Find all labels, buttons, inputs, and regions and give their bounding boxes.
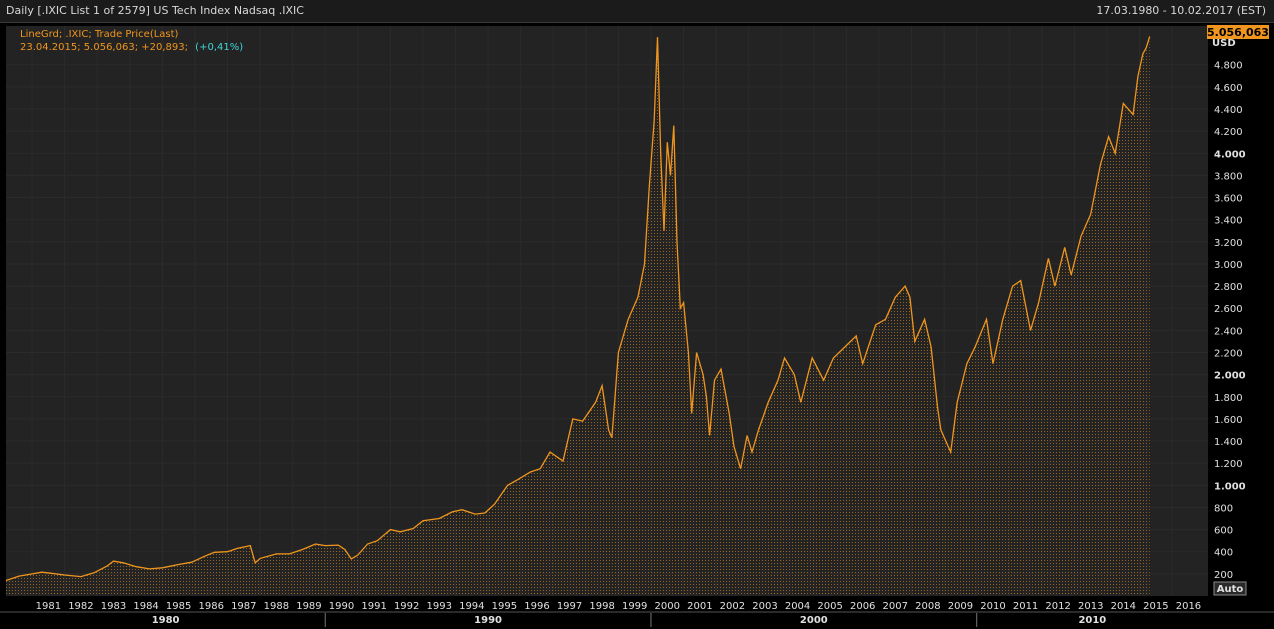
x-tick-label: 2003: [752, 601, 777, 612]
price-line-series: [5, 36, 1151, 582]
x-tick-label: 2000: [655, 601, 680, 612]
legend-percent-change: (+0,41%): [195, 42, 243, 53]
y-tick-label: 4.200: [1214, 127, 1243, 138]
x-tick-label: 1993: [427, 601, 452, 612]
y-tick-label: 3.400: [1214, 216, 1243, 227]
y-tick-label: 1.800: [1214, 393, 1243, 404]
last-price-label: 5.056,063: [1207, 26, 1269, 39]
y-tick-label: 1.000: [1214, 481, 1246, 492]
y-tick-label: 3.800: [1214, 171, 1243, 182]
x-tick-label: 1986: [198, 601, 223, 612]
y-tick-label: 3.000: [1214, 260, 1243, 271]
x-tick-label: 2010: [980, 601, 1005, 612]
x-tick-label: 1981: [36, 601, 61, 612]
x-tick-label: 1982: [68, 601, 93, 612]
decade-label: 2000: [800, 615, 828, 626]
x-tick-label: 1995: [492, 601, 517, 612]
auto-scale-button[interactable]: [1213, 581, 1247, 596]
x-tick-label: 2009: [948, 601, 973, 612]
x-tick-label: 2013: [1078, 601, 1103, 612]
x-tick-label: 1987: [231, 601, 256, 612]
y-tick-label: 1.600: [1214, 415, 1243, 426]
legend-values: 23.04.2015; 5.056,063; +20,893;: [20, 42, 188, 53]
x-tick-label: 2007: [883, 601, 908, 612]
y-tick-label: 2.600: [1214, 304, 1243, 315]
last-price-badge: [1207, 25, 1269, 39]
y-tick-label: 4.400: [1214, 105, 1243, 116]
y-tick-label: 4.800: [1214, 61, 1243, 72]
y-tick-label: 4.600: [1214, 83, 1243, 94]
legend-last-value: 23.04.2015; 5.056,063; +20,893; (+0,41%): [20, 42, 243, 53]
x-tick-label: 2001: [687, 601, 712, 612]
x-tick-label: 1984: [133, 601, 158, 612]
x-axis: 1981 1982 1983 1984 1985 1986 1987 1988 1989 1990…: [0, 601, 1274, 627]
x-tick-label: 2011: [1013, 601, 1038, 612]
x-tick-label: 2008: [915, 601, 940, 612]
currency-label: USD: [1212, 38, 1236, 49]
x-tick-label: 2016: [1176, 601, 1201, 612]
x-tick-label: 1992: [394, 601, 419, 612]
chart-plot[interactable]: 200 400 600 800 1.000 1.200 1.400 1.600 1.800 2.0…: [0, 23, 1274, 629]
x-tick-label: 1998: [589, 601, 614, 612]
y-tick-label: 3.200: [1214, 238, 1243, 249]
x-tick-label: 2006: [850, 601, 875, 612]
y-tick-label: 2.200: [1214, 349, 1243, 360]
x-tick-label: 1999: [622, 601, 647, 612]
x-tick-label: 1991: [361, 601, 386, 612]
y-axis: 200 400 600 800 1.000 1.200 1.400 1.600 1.800 2.0…: [1214, 61, 1246, 581]
y-tick-label: 1.400: [1214, 437, 1243, 448]
x-tick-label: 1989: [296, 601, 321, 612]
y-tick-label: 2.800: [1214, 282, 1243, 293]
x-tick-label: 1997: [557, 601, 582, 612]
y-tick-label: 600: [1214, 526, 1233, 537]
x-tick-label: 1983: [101, 601, 126, 612]
y-tick-label: 3.600: [1214, 194, 1243, 205]
y-tick-label: 1.200: [1214, 459, 1243, 470]
x-tick-label: 1994: [459, 601, 484, 612]
decade-label: 1990: [474, 615, 502, 626]
date-range: 17.03.1980 - 10.02.2017 (EST): [1096, 4, 1266, 17]
y-tick-label: 2.400: [1214, 326, 1243, 337]
x-tick-label: 2002: [720, 601, 745, 612]
y-tick-label: 2.000: [1214, 371, 1246, 382]
x-tick-label: 2014: [1111, 601, 1136, 612]
decade-label: 1980: [152, 615, 180, 626]
x-tick-label: 2015: [1143, 601, 1168, 612]
y-tick-label: 200: [1214, 570, 1233, 581]
price-area-fill: [6, 36, 1150, 596]
y-tick-label: 800: [1214, 503, 1233, 514]
title-bar: Daily [.IXIC List 1 of 2579] US Tech Ind…: [0, 0, 1274, 23]
x-tick-label: 2012: [1045, 601, 1070, 612]
x-tick-label: 1996: [524, 601, 549, 612]
x-tick-label: 1990: [329, 601, 354, 612]
y-tick-label: 400: [1214, 548, 1233, 559]
chart-title: Daily [.IXIC List 1 of 2579] US Tech Ind…: [6, 4, 304, 17]
legend-series-description: LineGrd; .IXIC; Trade Price(Last): [20, 29, 179, 40]
y-tick-label: 4.000: [1214, 149, 1246, 160]
decade-label: 2010: [1078, 615, 1106, 626]
x-tick-label: 2005: [817, 601, 842, 612]
x-tick-label: 2004: [785, 601, 810, 612]
auto-scale-button-label: Auto: [1217, 584, 1244, 595]
x-tick-label: 1988: [264, 601, 289, 612]
x-tick-label: 1985: [166, 601, 191, 612]
